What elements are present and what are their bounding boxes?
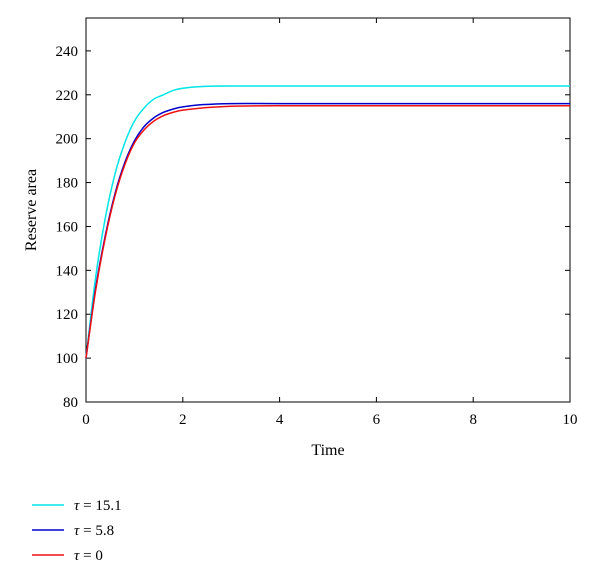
x-tick-label: 0: [82, 412, 90, 428]
axis-ticks: 0 2 4 6 8 10 80 100 120 140 160 180 200 220 240: [56, 18, 578, 428]
x-tick-label: 10: [563, 412, 578, 428]
y-tick-label: 80: [63, 395, 78, 411]
legend-entry-tau-5-8: τ = 5.8: [32, 523, 114, 539]
series-line-tau-15-1: [85, 85, 570, 359]
y-tick-label: 200: [56, 132, 79, 148]
plot-frame: [85, 17, 571, 403]
legend-tau-symbol: τ: [74, 498, 80, 514]
x-axis-title: Time: [311, 442, 344, 459]
legend-tau-symbol: τ: [74, 523, 80, 539]
y-tick-label: 220: [56, 88, 79, 104]
legend-entry-tau-0: τ = 0: [32, 548, 103, 564]
legend-value-text: = 0: [79, 548, 102, 564]
x-tick-label: 6: [373, 412, 381, 428]
y-axis-title: Reserve area: [23, 169, 40, 251]
x-tick-label: 8: [469, 412, 477, 428]
x-tick-label: 4: [276, 412, 284, 428]
y-tick-label: 100: [56, 351, 79, 367]
series-line-tau-5-8: [85, 102, 570, 359]
y-tick-label: 240: [56, 44, 79, 60]
legend-label-tau-0: τ = 0: [74, 548, 103, 564]
legend-value-text: = 15.1: [79, 498, 121, 514]
legend: τ = 15.1 τ = 5.8 τ = 0: [32, 498, 122, 564]
legend-label-tau-15-1: τ = 15.1: [74, 498, 122, 514]
series-lines: [85, 85, 570, 359]
legend-value-text: = 5.8: [79, 523, 114, 539]
y-tick-label: 120: [56, 307, 79, 323]
legend-label-tau-5-8: τ = 5.8: [74, 523, 114, 539]
series-line-tau-0: [85, 104, 570, 359]
x-tick-label: 2: [179, 412, 187, 428]
y-tick-label: 140: [56, 263, 79, 279]
y-tick-label: 180: [56, 176, 79, 192]
legend-tau-symbol: τ: [74, 548, 80, 564]
legend-entry-tau-15-1: τ = 15.1: [32, 498, 122, 514]
y-tick-label: 160: [56, 219, 79, 235]
